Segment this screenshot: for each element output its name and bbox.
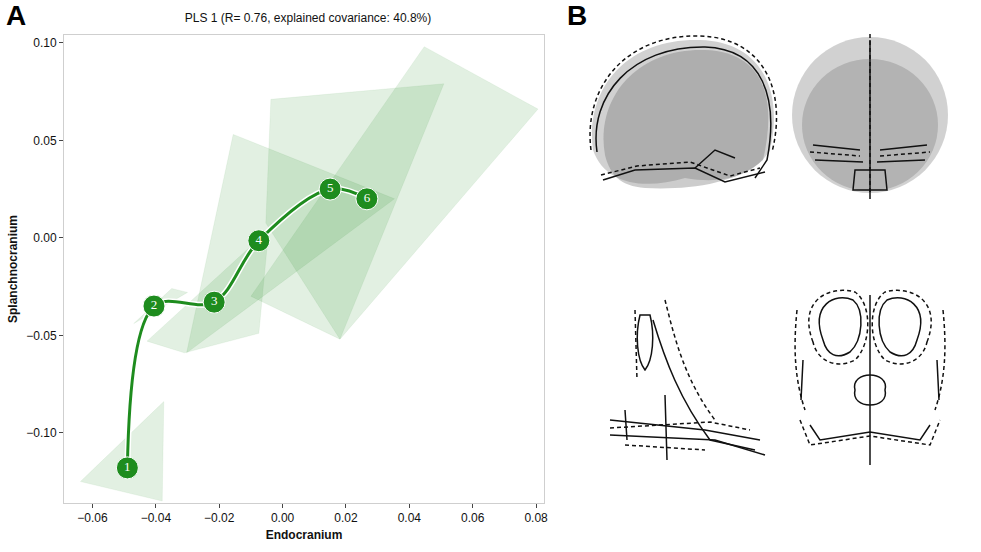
svg-text:2: 2 bbox=[151, 297, 158, 312]
svg-text:0.06: 0.06 bbox=[461, 511, 485, 525]
svg-text:3: 3 bbox=[211, 293, 218, 308]
svg-text:Endocranium: Endocranium bbox=[266, 528, 343, 542]
svg-text:5: 5 bbox=[327, 180, 334, 195]
html-text:B: B bbox=[567, 0, 588, 31]
svg-text:6: 6 bbox=[364, 190, 371, 205]
svg-text:0.02: 0.02 bbox=[334, 511, 358, 525]
svg-text:0.00: 0.00 bbox=[271, 511, 295, 525]
svg-text:0.05: 0.05 bbox=[33, 134, 57, 148]
svg-text:4: 4 bbox=[256, 232, 263, 247]
svg-text:0.10: 0.10 bbox=[33, 36, 57, 50]
html-text:A: A bbox=[6, 0, 27, 31]
svg-text:0.00: 0.00 bbox=[33, 231, 57, 245]
svg-text:−0.06: −0.06 bbox=[77, 511, 108, 525]
svg-text:−0.04: −0.04 bbox=[141, 511, 172, 525]
svg-text:PLS 1 (R= 0.76, explained cova: PLS 1 (R= 0.76, explained covariance: 40… bbox=[185, 11, 431, 25]
svg-text:−0.10: −0.10 bbox=[26, 426, 57, 440]
svg-text:Splanchnocranium: Splanchnocranium bbox=[6, 215, 20, 323]
svg-text:−0.02: −0.02 bbox=[204, 511, 235, 525]
svg-text:1: 1 bbox=[124, 459, 130, 474]
svg-text:0.08: 0.08 bbox=[524, 511, 548, 525]
svg-text:0.04: 0.04 bbox=[398, 511, 422, 525]
svg-text:−0.05: −0.05 bbox=[26, 329, 57, 343]
